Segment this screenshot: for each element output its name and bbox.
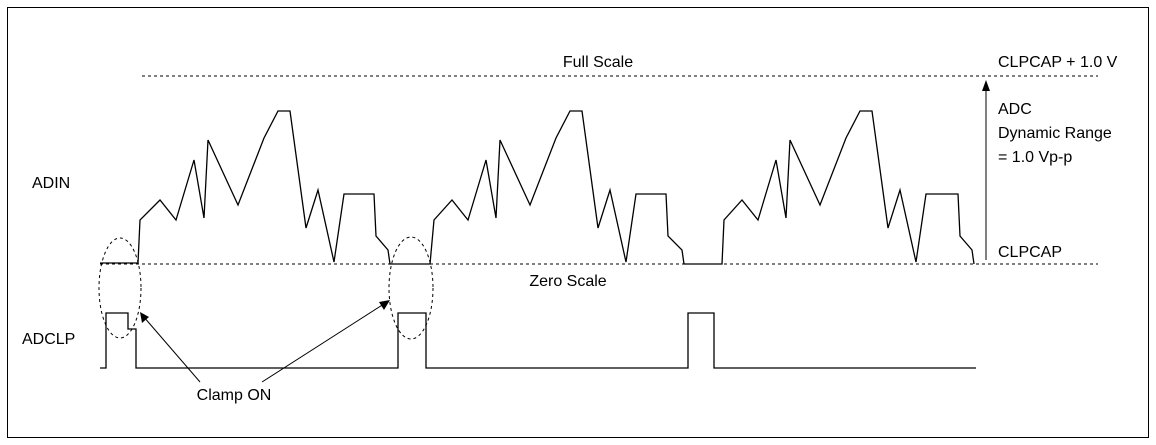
clamp-ellipse-1 [98, 237, 142, 339]
dynamic-range-label-line1: ADC [998, 101, 1032, 118]
full-scale-level-label: CLPCAP + 1.0 V [998, 54, 1118, 71]
zero-scale-label: Zero Scale [529, 273, 606, 290]
clpcap-label: CLPCAP [998, 244, 1062, 261]
clamp-pointer-2 [261, 301, 388, 383]
clamp-pointer-1 [142, 315, 201, 383]
adclp-label: ADCLP [22, 331, 75, 348]
clamp-ellipse-2 [388, 236, 434, 340]
arrow-head-icon [379, 300, 390, 310]
diagram-frame [7, 7, 1149, 438]
adin-waveform [100, 110, 975, 265]
full-scale-label: Full Scale [563, 54, 633, 71]
adin-label: ADIN [32, 175, 70, 192]
arrow-head-icon [982, 80, 990, 91]
adclp-waveform [100, 312, 976, 369]
dynamic-range-label-line2: Dynamic Range [998, 125, 1112, 142]
clamp-on-label: Clamp ON [197, 387, 272, 404]
dynamic-range-label-line3: = 1.0 Vp-p [998, 149, 1072, 166]
arrow-head-icon [140, 312, 149, 323]
